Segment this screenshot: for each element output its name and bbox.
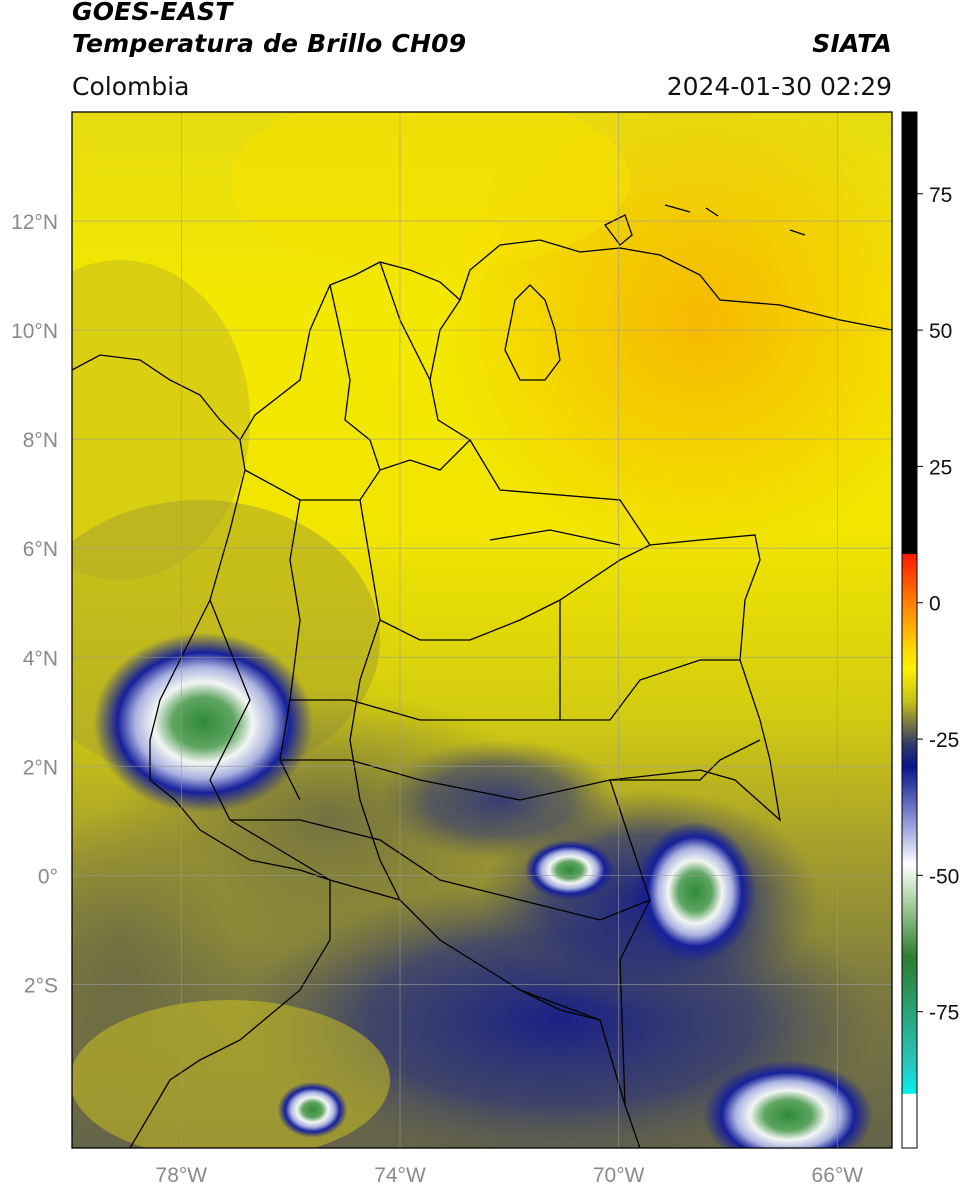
region-label: Colombia <box>72 72 190 101</box>
colorbar-tick-label: -75 <box>929 1002 959 1025</box>
satellite-image <box>72 112 892 1148</box>
lat-tick-label: 4°N <box>23 647 58 670</box>
pacific-coast <box>149 599 211 831</box>
colorbar-scale <box>901 111 918 1149</box>
interior-dept-10 <box>379 261 431 381</box>
interior-dept-7 <box>230 819 651 921</box>
lat-tick-label: 6°N <box>23 538 58 561</box>
interior-dept-6 <box>280 759 611 801</box>
colorbar-tick-label: 75 <box>929 184 952 207</box>
lat-tick-label: 2°N <box>23 756 58 779</box>
source-label: SIATA <box>812 29 892 58</box>
interior-dept-8 <box>489 529 621 546</box>
longitude-ticks: 78°W 74°W 70°W 66°W <box>156 1164 864 1187</box>
colorbar-tick-label: 25 <box>929 456 952 479</box>
cold-top-amazon-central <box>524 839 615 900</box>
maracaibo-lake <box>504 284 561 381</box>
cold-cloud-tops <box>93 632 874 1148</box>
lat-tick-label: 10°N <box>11 320 58 343</box>
south-venezuela <box>559 600 740 721</box>
colorbar-tick-label: 0 <box>929 593 941 616</box>
colorbar-tick-label: 50 <box>929 320 952 343</box>
colorbar: 75 50 25 0 -25 -50 -75 <box>901 111 959 1149</box>
interior-dept-5 <box>290 699 560 721</box>
map-frame <box>71 111 893 1149</box>
colombia-border <box>209 261 781 1106</box>
lon-tick-label: 70°W <box>593 1164 645 1187</box>
gridlines <box>72 112 892 1148</box>
venezuela-brazil <box>610 739 761 781</box>
curacao-islands <box>604 204 806 246</box>
interior-dept-9 <box>329 284 381 471</box>
lon-tick-label: 66°W <box>812 1164 864 1187</box>
peru-brazil <box>519 989 641 1148</box>
lat-tick-label: 12°N <box>11 211 58 234</box>
ecuador-peru <box>129 829 331 1148</box>
panama-coast <box>72 354 241 441</box>
colorbar-tick-label: -50 <box>929 865 959 888</box>
cold-top-amazon-south-west <box>277 1081 348 1138</box>
datetime-label: 2024-01-30 02:29 <box>666 72 892 101</box>
lon-tick-label: 74°W <box>374 1164 426 1187</box>
lat-tick-label: 8°N <box>23 429 58 452</box>
cold-top-amazon-northeast <box>635 821 756 962</box>
product-title: Temperatura de Brillo CH09 <box>72 29 467 58</box>
colorbar-tick-label: -25 <box>929 729 959 752</box>
lat-tick-label: 0° <box>38 865 58 888</box>
lat-tick-label: 2°S <box>24 974 58 997</box>
venezuela-coast <box>459 239 892 331</box>
lon-tick-label: 78°W <box>156 1164 208 1187</box>
interior-dept-4 <box>379 544 651 641</box>
cold-top-amazon-southeast <box>703 1060 874 1148</box>
satellite-title-text: GOES-EAST <box>72 0 233 26</box>
latitude-ticks: 12°N 10°N 8°N 6°N 4°N 2°N 0° 2°S <box>11 211 58 997</box>
cold-top-pacific-west <box>93 632 314 813</box>
interior-dept-3 <box>349 499 401 901</box>
